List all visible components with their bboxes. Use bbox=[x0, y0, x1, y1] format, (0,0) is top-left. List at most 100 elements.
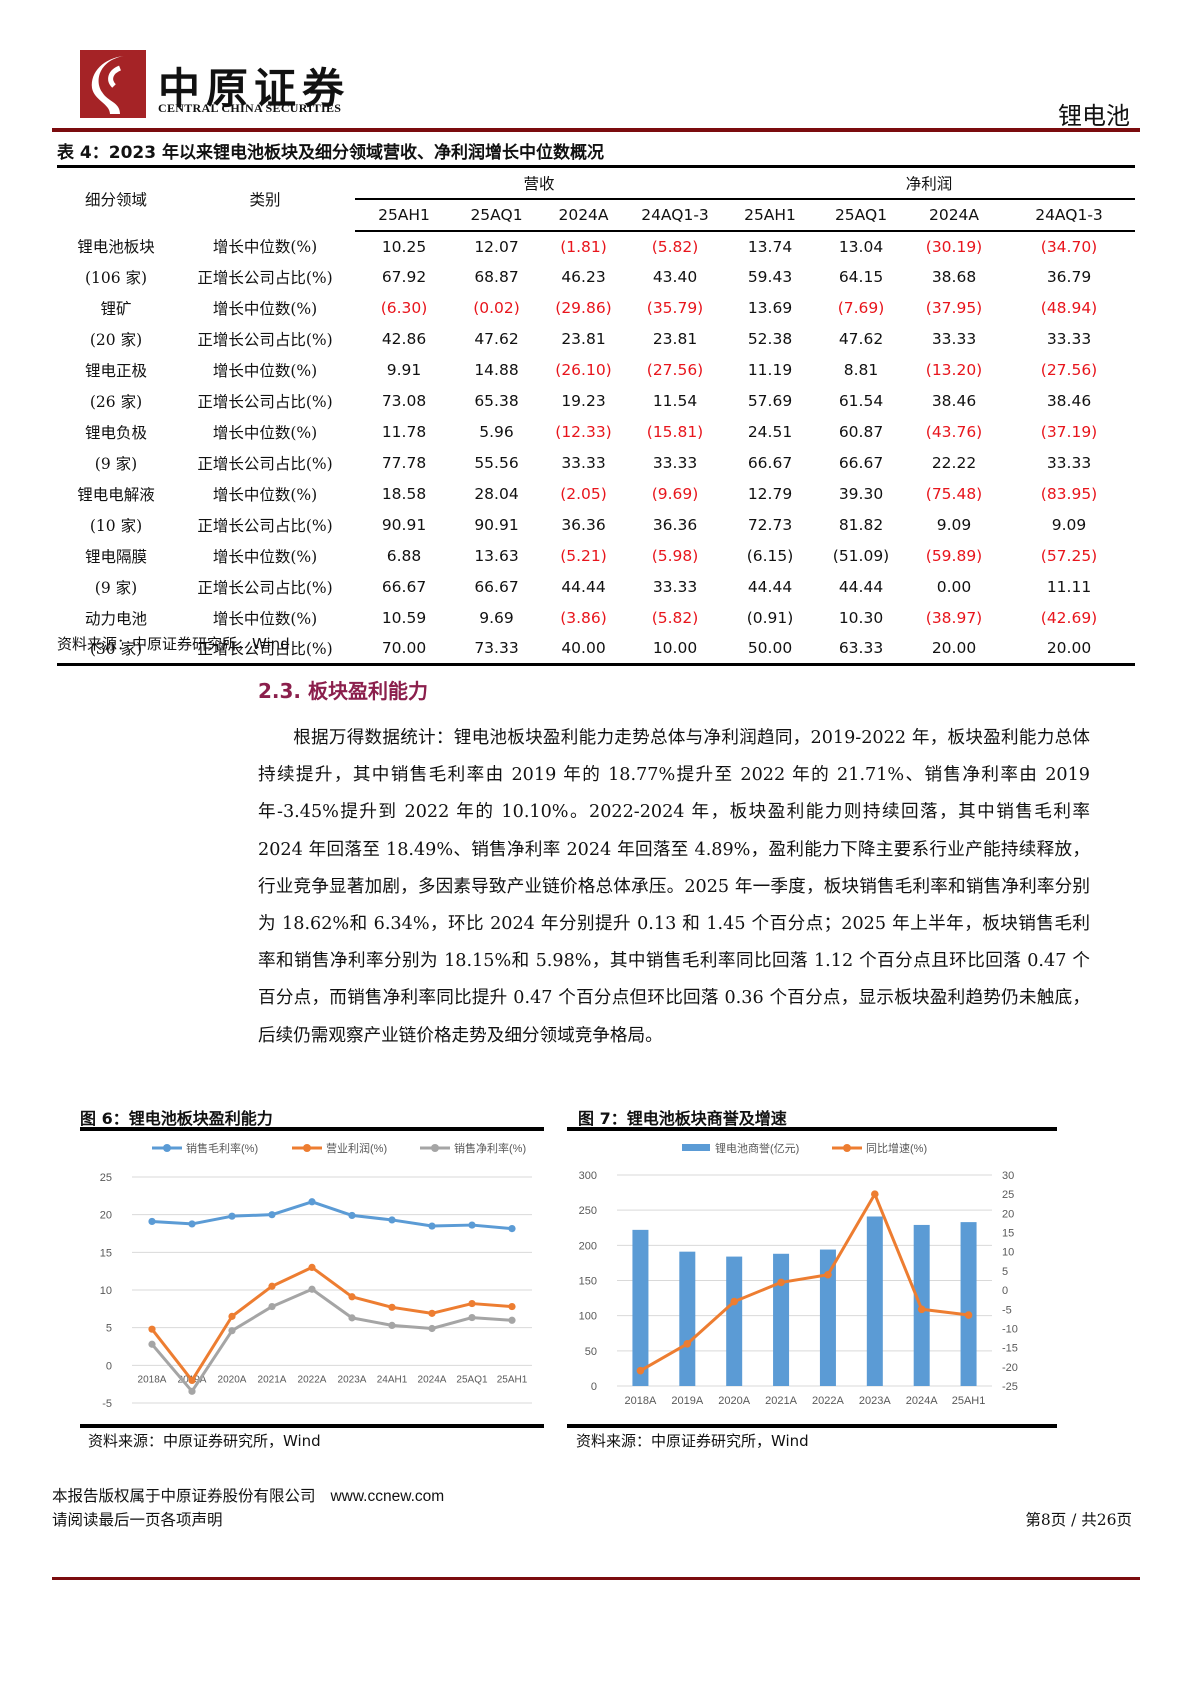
y-tick-label: 5 bbox=[106, 1323, 112, 1335]
value-cell: (29.86) bbox=[555, 299, 612, 317]
right-y-tick: 30 bbox=[1002, 1170, 1014, 1182]
value-cell: 43.40 bbox=[652, 268, 698, 286]
x-tick-label: 2019A bbox=[671, 1395, 703, 1407]
value-cell: (37.19) bbox=[1040, 423, 1098, 441]
value-cell: (42.69) bbox=[1040, 609, 1098, 627]
value-cell: 39.30 bbox=[838, 485, 884, 503]
segment-cell: 锂电正极 bbox=[84, 362, 147, 380]
table-row: 锂电隔膜 增长中位数(%) 6.88 13.63 (5.21) (5.98) (6.15) (… bbox=[57, 541, 1135, 572]
value-cell: 38.68 bbox=[931, 268, 977, 286]
category-cell: 正增长公司占比(%) bbox=[175, 633, 355, 666]
x-tick-label: 25AH1 bbox=[497, 1374, 528, 1385]
value-cell: 22.22 bbox=[931, 454, 977, 472]
category-cell: 正增长公司占比(%) bbox=[197, 455, 333, 473]
legend-label: 营业利润(%) bbox=[326, 1141, 387, 1155]
value-cell: (0.02) bbox=[473, 299, 520, 317]
figure6-title: 图 6：锂电池板块盈利能力 bbox=[80, 1109, 273, 1128]
value-cell: 38.46 bbox=[1046, 392, 1092, 410]
value-cell: (38.97) bbox=[925, 609, 983, 627]
value-cell: 73.33 bbox=[453, 633, 540, 666]
x-tick-label: 2020A bbox=[218, 1374, 247, 1385]
value-cell: 0.00 bbox=[936, 578, 972, 596]
goodwill-bar bbox=[726, 1256, 743, 1386]
right-y-tick: -25 bbox=[1002, 1381, 1018, 1393]
value-cell: (0.91) bbox=[746, 609, 794, 627]
value-cell: (5.82) bbox=[651, 609, 699, 627]
left-y-tick: 250 bbox=[579, 1205, 597, 1217]
value-cell: (37.95) bbox=[925, 299, 983, 317]
value-cell: 72.73 bbox=[747, 516, 793, 534]
value-cell: 13.74 bbox=[747, 237, 793, 256]
category-cell: 增长中位数(%) bbox=[212, 300, 318, 318]
value-cell: 13.04 bbox=[838, 237, 884, 256]
category-cell: 增长中位数(%) bbox=[212, 548, 318, 566]
page-number: 第8页 / 共26页 bbox=[1025, 1511, 1132, 1529]
value-cell: 9.91 bbox=[386, 361, 422, 379]
y-tick-label: 15 bbox=[100, 1247, 112, 1259]
right-y-tick: -5 bbox=[1002, 1304, 1012, 1316]
value-cell: 8.81 bbox=[843, 361, 879, 379]
right-y-tick: 25 bbox=[1002, 1189, 1014, 1201]
left-y-tick: 0 bbox=[591, 1381, 597, 1393]
y-tick-label: -5 bbox=[102, 1398, 112, 1410]
legend-label: 同比增速(%) bbox=[866, 1141, 927, 1155]
value-cell: 10.59 bbox=[381, 609, 427, 627]
logo-english: CENTRAL CHINA SECURITIES bbox=[158, 101, 342, 115]
footer-copyright: 本报告版权属于中原证券股份有限公司 www.ccnew.com bbox=[52, 1484, 444, 1506]
figure7-source: 资料来源：中原证券研究所，Wind bbox=[576, 1432, 809, 1450]
value-cell: (35.79) bbox=[646, 299, 704, 317]
y-tick-label: 25 bbox=[100, 1172, 112, 1184]
value-cell: 18.58 bbox=[381, 485, 427, 503]
value-cell: 11.54 bbox=[652, 392, 698, 410]
value-cell: (57.25) bbox=[1040, 547, 1098, 565]
x-tick-label: 24AH1 bbox=[377, 1374, 408, 1385]
value-cell: 33.33 bbox=[1046, 330, 1092, 348]
right-y-tick: -20 bbox=[1002, 1362, 1018, 1374]
segment-cell: (26 家) bbox=[89, 393, 143, 411]
figure7-top-rule bbox=[567, 1127, 1057, 1131]
value-cell: (7.69) bbox=[837, 299, 885, 317]
segment-cell: 锂矿 bbox=[100, 300, 132, 318]
goodwill-bar bbox=[960, 1222, 977, 1386]
value-cell: 23.81 bbox=[561, 330, 606, 348]
logo-emblem-icon bbox=[80, 50, 146, 118]
value-cell: 57.69 bbox=[747, 392, 793, 410]
goodwill-bar bbox=[773, 1253, 790, 1386]
value-cell: 11.19 bbox=[747, 361, 793, 379]
value-cell: 36.36 bbox=[652, 516, 698, 534]
segment-cell: (20 家) bbox=[89, 331, 143, 349]
period-header: 2024A bbox=[540, 197, 627, 232]
category-cell: 增长中位数(%) bbox=[212, 362, 318, 380]
value-cell: (26.10) bbox=[555, 361, 612, 379]
table-row: 锂电负极 增长中位数(%) 11.78 5.96 (12.33) (15.81) 24.51… bbox=[57, 417, 1135, 448]
value-cell: (6.30) bbox=[380, 299, 428, 317]
value-cell: 19.23 bbox=[561, 392, 606, 410]
category-cell: 正增长公司占比(%) bbox=[197, 517, 333, 535]
value-cell: (75.48) bbox=[925, 485, 983, 503]
value-cell: (2.05) bbox=[560, 485, 607, 503]
website-link[interactable]: www.ccnew.com bbox=[330, 1488, 445, 1505]
value-cell: 10.25 bbox=[381, 237, 427, 256]
period-header: 25AQ1 bbox=[453, 197, 540, 232]
value-cell: 90.91 bbox=[474, 516, 519, 534]
value-cell: 52.38 bbox=[747, 330, 793, 348]
value-cell: 66.67 bbox=[747, 454, 793, 472]
segment-cell: 动力电池 bbox=[84, 610, 147, 628]
value-cell: (34.70) bbox=[1040, 237, 1098, 256]
value-cell: (43.76) bbox=[925, 423, 983, 441]
value-cell: 11.78 bbox=[381, 423, 427, 441]
value-cell: (15.81) bbox=[646, 423, 704, 441]
value-cell: 90.91 bbox=[381, 516, 427, 534]
header-revenue: 营收 bbox=[355, 165, 723, 199]
value-cell: 36.36 bbox=[561, 516, 606, 534]
value-cell: 9.09 bbox=[1051, 516, 1087, 534]
value-cell: 10.00 bbox=[627, 633, 723, 666]
value-cell: (30.19) bbox=[925, 237, 983, 256]
value-cell: 11.11 bbox=[1046, 578, 1092, 596]
value-cell: 13.63 bbox=[474, 547, 519, 565]
report-section-label: 锂电池 bbox=[1058, 102, 1130, 130]
value-cell: 6.88 bbox=[386, 547, 422, 565]
value-cell: 63.33 bbox=[817, 633, 905, 666]
footer-divider bbox=[52, 1577, 1140, 1580]
value-cell: 68.87 bbox=[474, 268, 519, 286]
